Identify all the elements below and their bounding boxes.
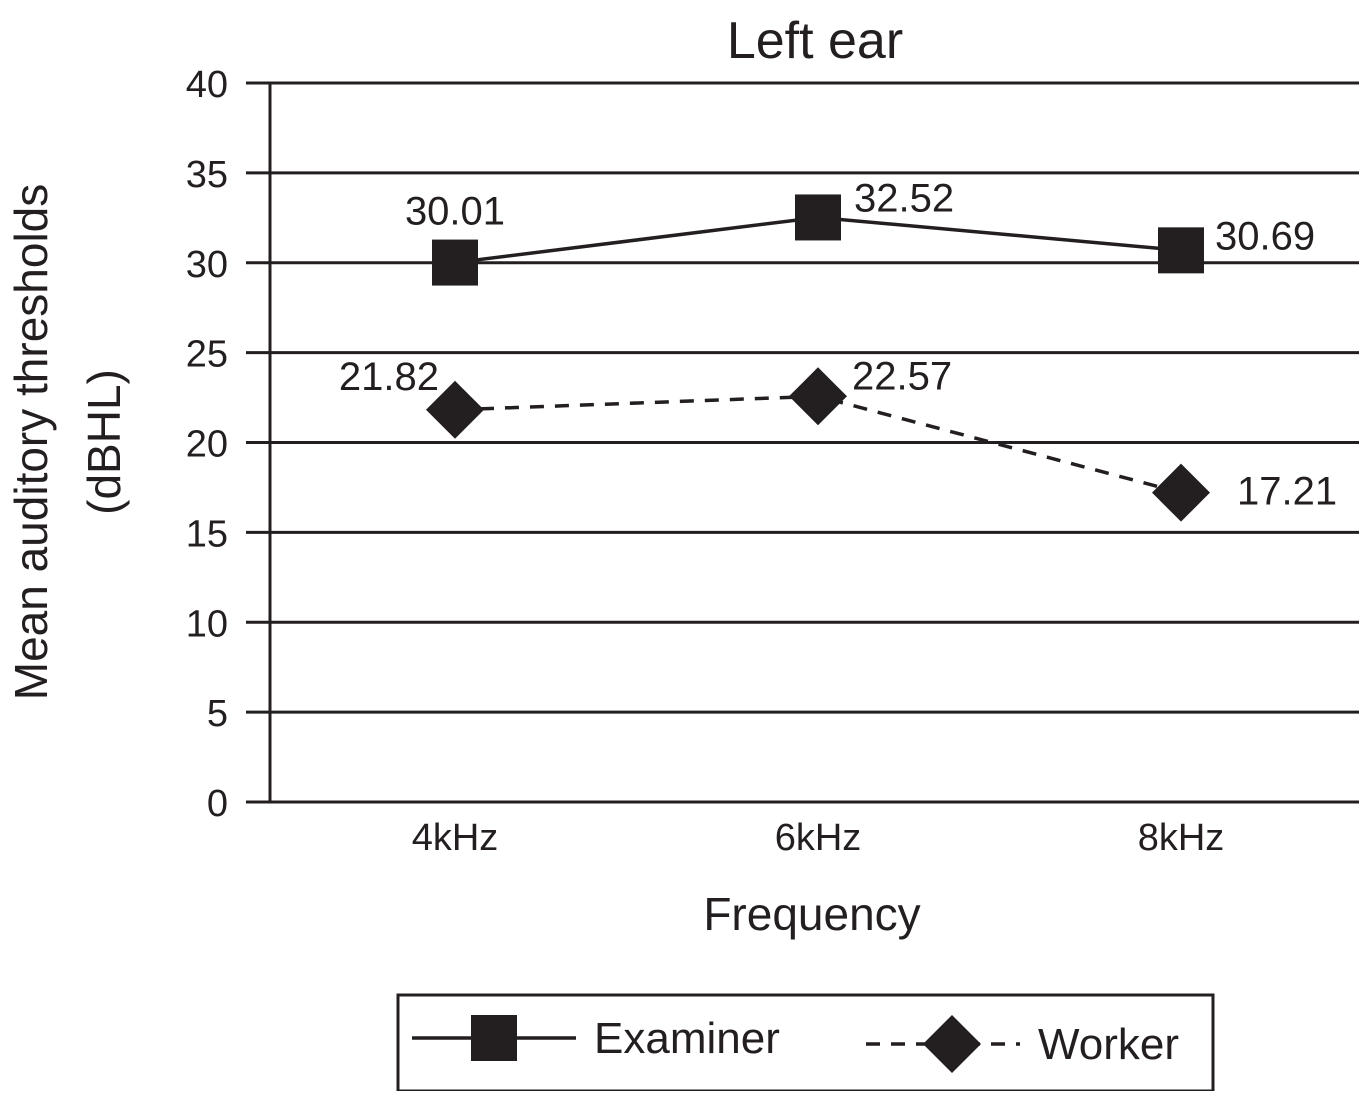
- y-tick-label: 30: [186, 244, 228, 286]
- data-label: 22.57: [852, 354, 952, 398]
- y-tick-label: 35: [186, 154, 228, 196]
- y-tick-label: 15: [186, 513, 228, 555]
- data-point-diamond: [789, 367, 847, 426]
- axes: [246, 83, 1359, 804]
- y-tick-label: 10: [186, 603, 228, 645]
- y-axis-title: Mean auditory thresholds (dBHL): [5, 184, 130, 701]
- chart-title: Left ear: [727, 12, 903, 70]
- legend-items: Examiner Worker: [412, 1014, 1179, 1073]
- x-axis-title: Frequency: [703, 888, 920, 940]
- series-examiner: [432, 194, 1204, 286]
- y-tick-label: 20: [186, 424, 228, 466]
- legend-label: Examiner: [594, 1014, 780, 1063]
- legend-item-examiner: Examiner: [412, 1014, 780, 1063]
- legend-label: Worker: [1038, 1020, 1179, 1069]
- y-tick-label: 25: [186, 334, 228, 376]
- legend-border: [396, 993, 1215, 1093]
- data-point-diamond: [1152, 463, 1210, 522]
- series-worker: [426, 367, 1210, 522]
- data-label: 21.82: [339, 355, 439, 399]
- y-tick-label: 40: [186, 64, 228, 106]
- gridlines: [246, 81, 1359, 714]
- data-labels: 30.01 32.52 30.69 21.82 22.57 17.21: [339, 176, 1337, 513]
- y-tick-label: 5: [207, 693, 228, 735]
- x-tick-label: 6kHz: [775, 817, 862, 859]
- y-axis-title-line-1: Mean auditory thresholds: [5, 184, 57, 701]
- data-label: 17.21: [1237, 470, 1337, 514]
- x-tick-label: 8kHz: [1138, 817, 1225, 859]
- y-tick-labels: 0 5 10 15 20 25 30 35 40: [186, 64, 228, 825]
- series-group: [426, 194, 1210, 522]
- data-point-square: [1158, 227, 1204, 274]
- legend: Examiner Worker: [396, 993, 1215, 1093]
- data-label: 30.69: [1215, 214, 1315, 258]
- data-point-square: [795, 194, 841, 241]
- x-tick-label: 4kHz: [412, 817, 499, 859]
- y-tick-label: 0: [207, 783, 228, 825]
- x-tick-labels: 4kHz 6kHz 8kHz: [412, 817, 1225, 859]
- data-point-square: [432, 239, 478, 286]
- data-point-diamond: [426, 380, 484, 439]
- legend-marker-square: [471, 1015, 517, 1061]
- legend-item-worker: Worker: [866, 1015, 1179, 1073]
- data-label: 32.52: [854, 176, 954, 220]
- y-axis-title-line-2: (dBHL): [78, 369, 130, 515]
- legend-marker-diamond: [923, 1015, 981, 1073]
- data-label: 30.01: [405, 190, 505, 234]
